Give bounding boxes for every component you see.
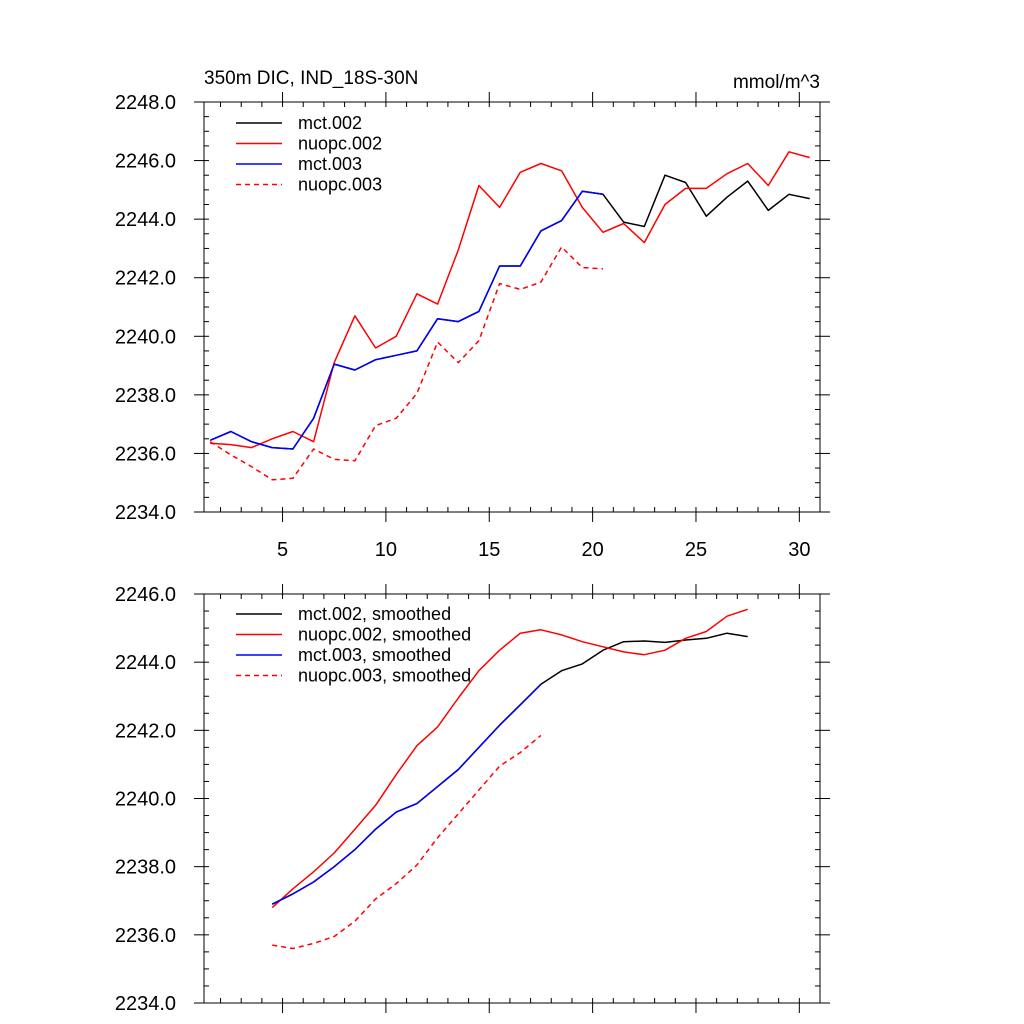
y-tick-label: 2238.0 [115, 385, 176, 407]
x-tick-label: 10 [375, 539, 397, 561]
y-tick-label: 2234.0 [115, 993, 176, 1015]
plot-frame [203, 101, 821, 513]
legend-label: mct.002, smoothed [298, 604, 451, 624]
series-line-mct-002 [209, 174, 810, 450]
series-line-nuopc-003 [209, 246, 604, 481]
legend-label: nuopc.003 [298, 175, 382, 195]
series-line-mct-003 [209, 190, 604, 450]
y-tick-label: 2240.0 [115, 789, 176, 811]
legend-label: mct.003 [298, 154, 362, 174]
plot-frame [203, 593, 821, 1004]
legend-label: nuopc.003, smoothed [298, 666, 471, 686]
legend-label: nuopc.002, smoothed [298, 625, 471, 645]
series-line-nuopc-003-smoothed [272, 734, 542, 950]
legend-label: mct.002 [298, 113, 362, 133]
y-tick-label: 2236.0 [115, 925, 176, 947]
y-tick-label: 2246.0 [115, 584, 176, 606]
y-tick-label: 2242.0 [115, 720, 176, 742]
x-tick-label: 15 [478, 539, 500, 561]
y-tick-label: 2244.0 [115, 209, 176, 231]
x-tick-label: 5 [277, 539, 288, 561]
x-tick-label: 30 [788, 539, 810, 561]
y-tick-label: 2244.0 [115, 652, 176, 674]
top-panel: 350m DIC, IND_18S-30N mmol/m^3 5 10 15 20 25… [115, 68, 830, 561]
chart-title: 350m DIC, IND_18S-30N [204, 68, 418, 89]
y-tick-label: 2246.0 [115, 151, 176, 173]
y-tick-label: 2234.0 [115, 502, 176, 524]
y-tick-label: 2242.0 [115, 268, 176, 290]
units-label: mmol/m^3 [733, 72, 820, 93]
y-tick-label: 2248.0 [115, 92, 176, 114]
bottom-panel: 2234.0 2236.0 2238.0 2240.0 2242.0 2244.0 2246… [115, 584, 830, 1015]
legend-label: mct.003, smoothed [298, 645, 451, 665]
series-line-nuopc-002-smoothed [271, 608, 748, 909]
x-tick-label: 25 [685, 539, 707, 561]
y-tick-label: 2236.0 [115, 443, 176, 465]
series-line-nuopc-002 [210, 151, 810, 449]
series-line-mct-003-smoothed [271, 683, 542, 905]
y-tick-label: 2240.0 [115, 326, 176, 348]
y-tick-label: 2238.0 [115, 857, 176, 879]
x-tick-label: 20 [581, 539, 603, 561]
legend-label: nuopc.002 [298, 134, 382, 154]
